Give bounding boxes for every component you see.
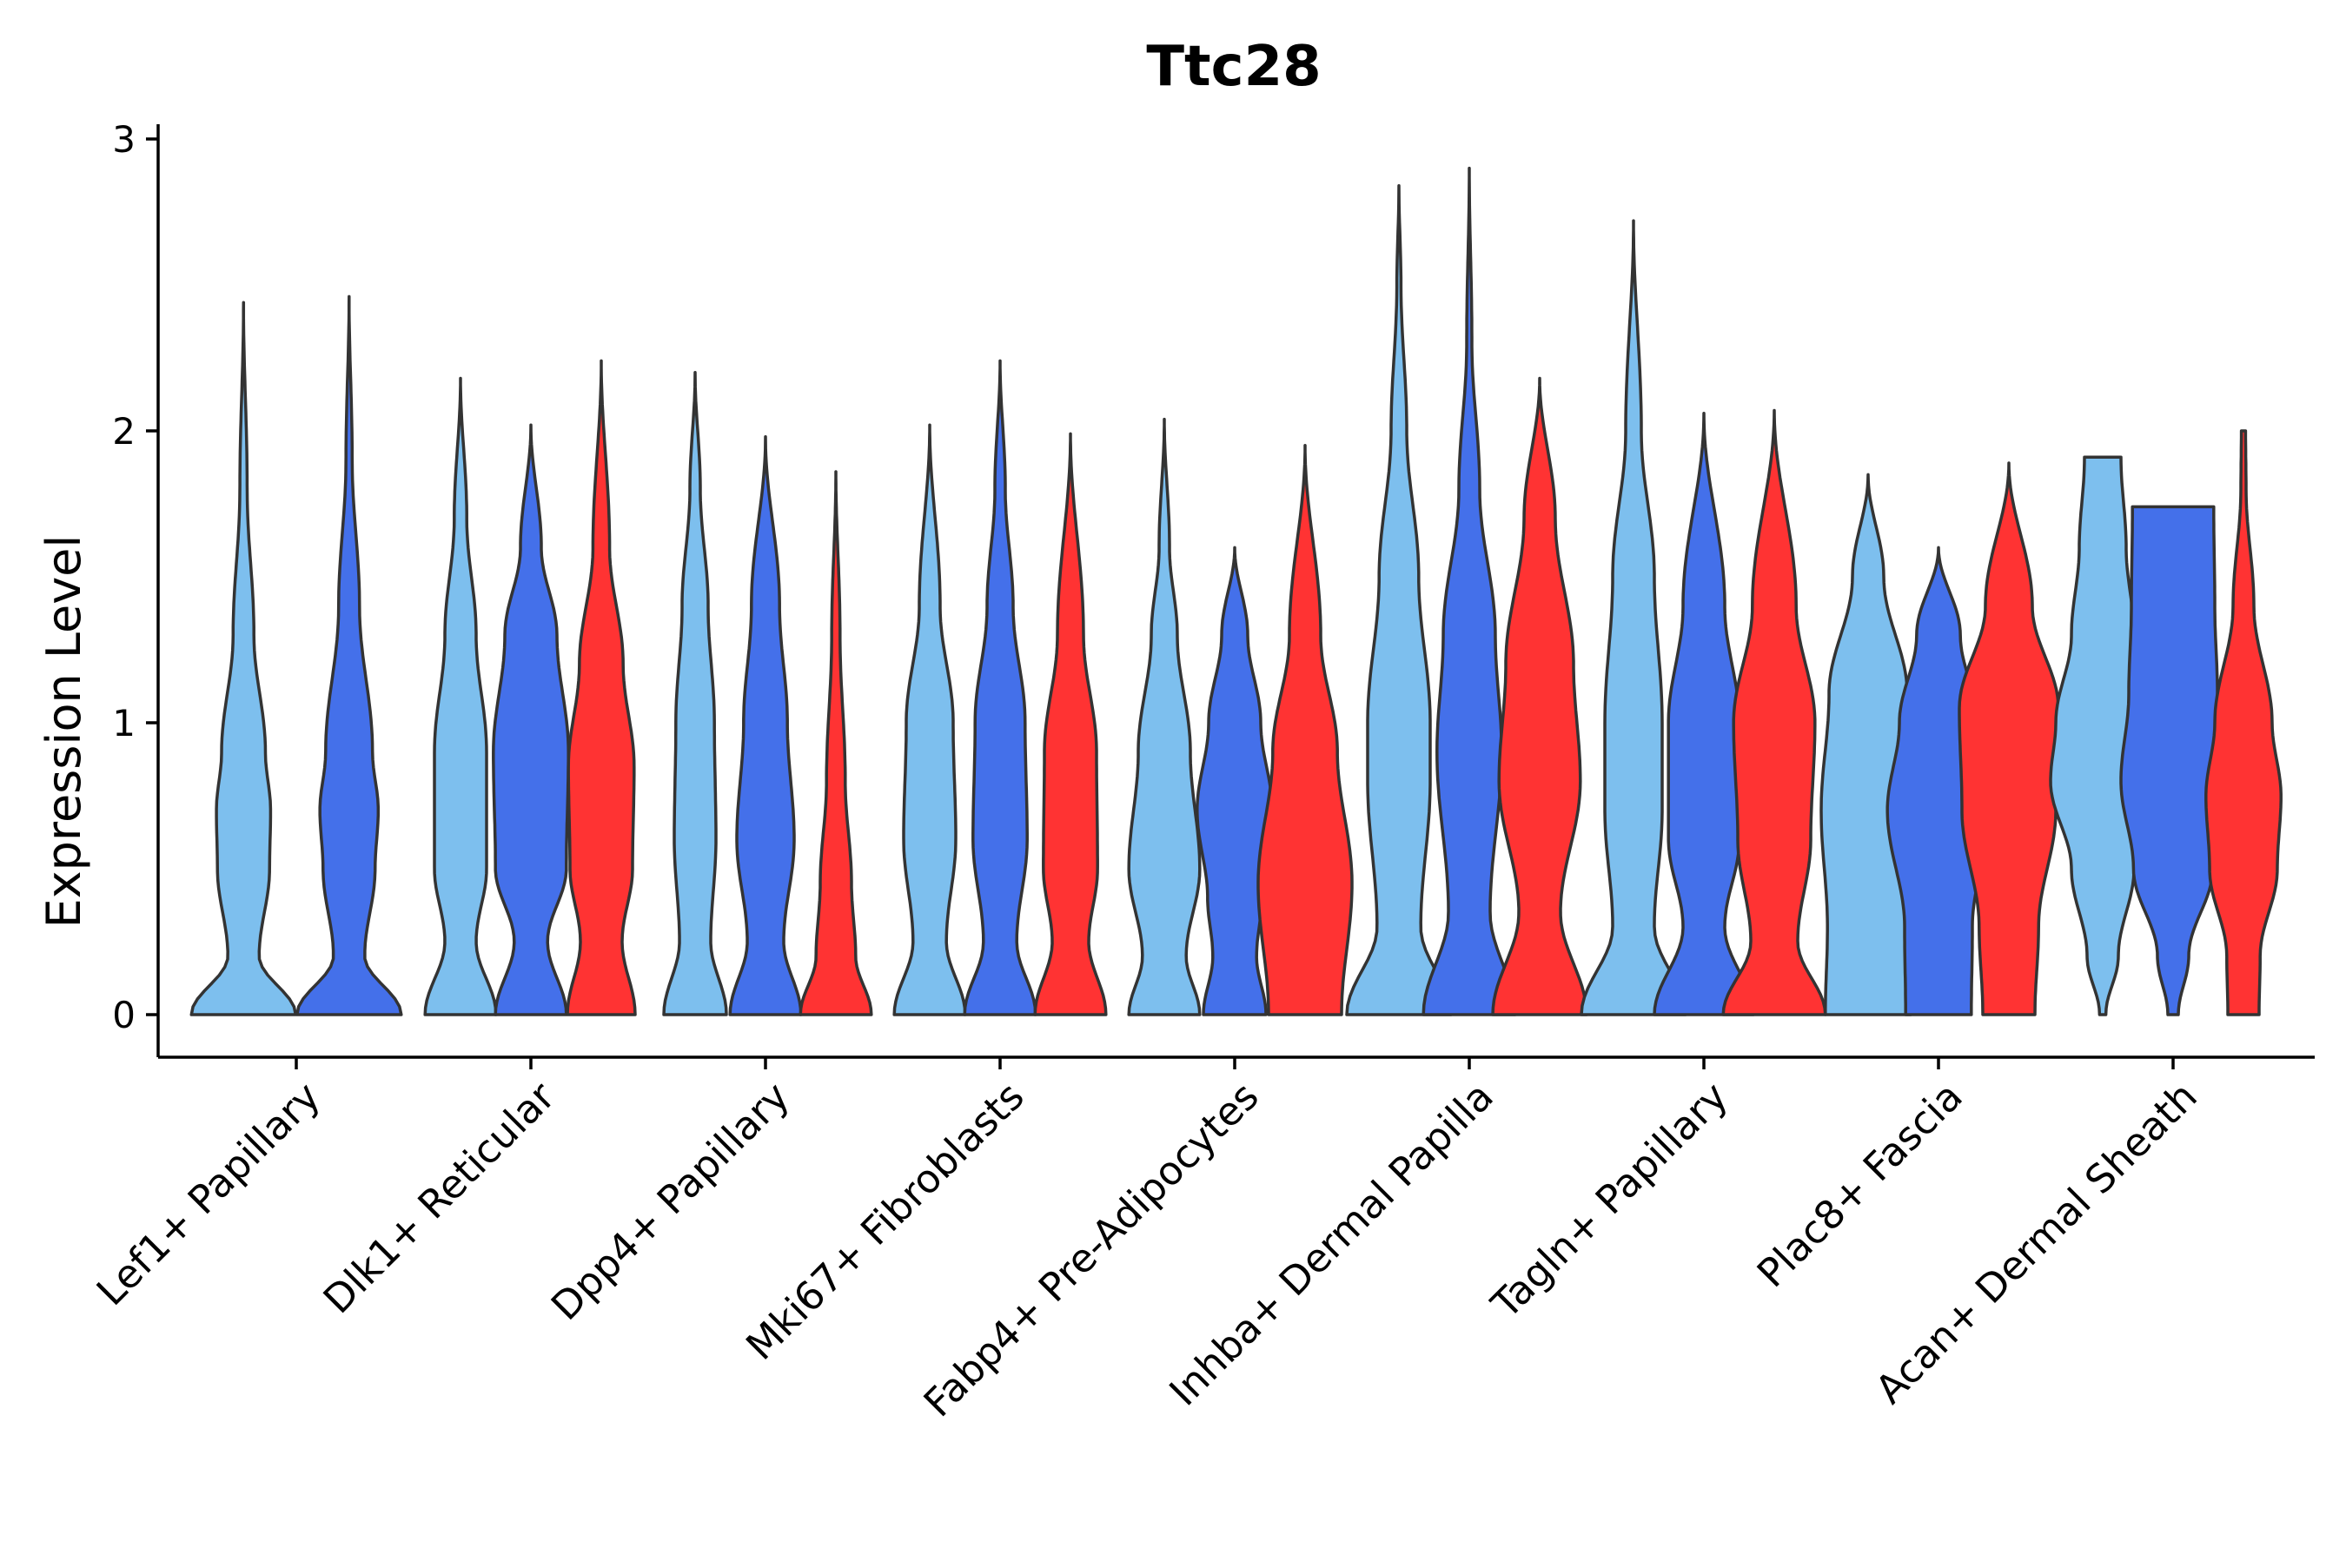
violin-4-2: [963, 359, 1037, 1016]
violin-3-3: [799, 470, 873, 1016]
violin-5-3: [1256, 444, 1354, 1016]
violin-2-3: [566, 359, 637, 1016]
violin-7-3: [1721, 408, 1827, 1016]
violin-6-3: [1491, 376, 1588, 1016]
violin-2-1: [423, 376, 498, 1016]
violin-layer: [189, 166, 2283, 1016]
violin-1-2: [295, 294, 403, 1016]
violin-4-3: [1033, 432, 1108, 1016]
violin-9-3: [2204, 429, 2283, 1016]
violin-3-2: [728, 434, 803, 1016]
violin-6-2: [1422, 166, 1517, 1016]
y-tick-label-3: 3: [112, 118, 136, 161]
violin-5-2: [1196, 546, 1274, 1016]
y-tick-label-1: 1: [112, 702, 136, 744]
x-tick-label-8: Plac8+ Fascia: [1748, 1073, 1972, 1296]
violin-5-1: [1127, 417, 1202, 1016]
y-tick-label-0: 0: [112, 994, 136, 1036]
y-tick-label-2: 2: [112, 410, 136, 453]
chart-title: Ttc28: [1146, 35, 1321, 99]
violin-6-1: [1345, 184, 1453, 1016]
x-tick-label-7: Tagln+ Papillary: [1482, 1073, 1737, 1327]
violin-1-1: [189, 301, 298, 1016]
violin-2-2: [492, 423, 570, 1016]
x-tick-label-2: Dlk1+ Reticular: [315, 1073, 564, 1322]
y-axis-label: Expression Level: [36, 535, 91, 929]
x-tick-label-3: Dpp4+ Papillary: [542, 1073, 799, 1329]
y-tick-layer: 0 1 2 3: [112, 118, 158, 1036]
violin-3-1: [662, 371, 728, 1016]
violin-7-1: [1580, 219, 1687, 1016]
violin-8-3: [1958, 461, 2060, 1016]
x-tick-label-1: Lef1+ Papillary: [88, 1073, 329, 1314]
violin-4-1: [892, 423, 967, 1016]
axis-layer: [156, 124, 2315, 1059]
